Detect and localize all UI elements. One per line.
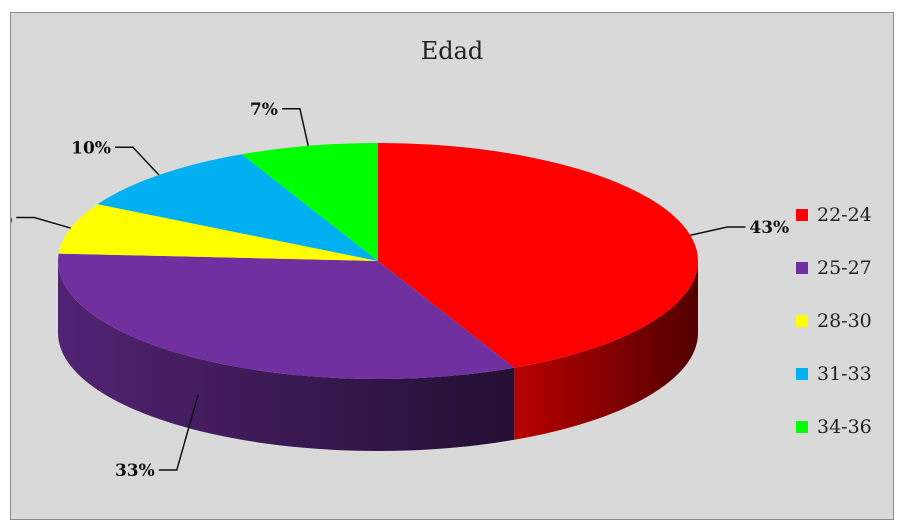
- leader-line-25-27: [158, 394, 199, 471]
- data-label-31-33: 10%: [71, 138, 111, 158]
- legend-swatch: [796, 367, 808, 380]
- pie-sides: [58, 261, 699, 452]
- pie-slice-31-33: [97, 154, 379, 261]
- pie-tops: [58, 143, 698, 379]
- pie-slice-25-27: [58, 253, 515, 379]
- leader-line-22-24: [690, 226, 746, 236]
- legend: 22-24 25-27 28-30 31-33 34-36: [796, 188, 896, 453]
- legend-swatch: [796, 420, 808, 433]
- data-labels: 43% 33% 7% 10% 7%: [11, 100, 789, 481]
- pie-slice-28-30: [58, 204, 379, 261]
- legend-label: 25-27: [817, 256, 872, 279]
- chart-title: Edad: [420, 37, 484, 65]
- legend-label: 31-33: [817, 362, 872, 385]
- leader-line-31-33: [114, 146, 160, 176]
- legend-item-28-30: 28-30: [796, 294, 896, 347]
- data-label-25-27: 33%: [115, 461, 155, 481]
- legend-swatch: [796, 261, 808, 274]
- legend-label: 34-36: [817, 415, 872, 438]
- pie-side-22-24: [514, 261, 699, 440]
- pie-chart: 43% 33% 7% 10% 7%: [11, 100, 789, 481]
- leader-line-34-36: [281, 108, 309, 147]
- data-label-22-24: 43%: [749, 218, 789, 238]
- legend-item-25-27: 25-27: [796, 241, 896, 294]
- legend-item-34-36: 34-36: [796, 400, 896, 453]
- legend-swatch: [796, 208, 808, 221]
- legend-label: 22-24: [817, 203, 872, 226]
- legend-swatch: [796, 314, 808, 327]
- legend-label: 28-30: [817, 309, 872, 332]
- chart-frame: Edad 43% 33% 7% 10% 7% 22-24 25-27 28-30 31-33 3…: [10, 12, 894, 520]
- pie-slice-22-24: [378, 143, 698, 368]
- data-label-34-36: 7%: [250, 100, 278, 120]
- leader-lines: [16, 108, 746, 471]
- legend-item-22-24: 22-24: [796, 188, 896, 241]
- data-label-28-30: 7%: [11, 208, 12, 228]
- legend-item-31-33: 31-33: [796, 347, 896, 400]
- pie-slice-34-36: [241, 143, 378, 261]
- pie-side-25-27: [58, 261, 515, 452]
- leader-line-28-30: [16, 216, 71, 229]
